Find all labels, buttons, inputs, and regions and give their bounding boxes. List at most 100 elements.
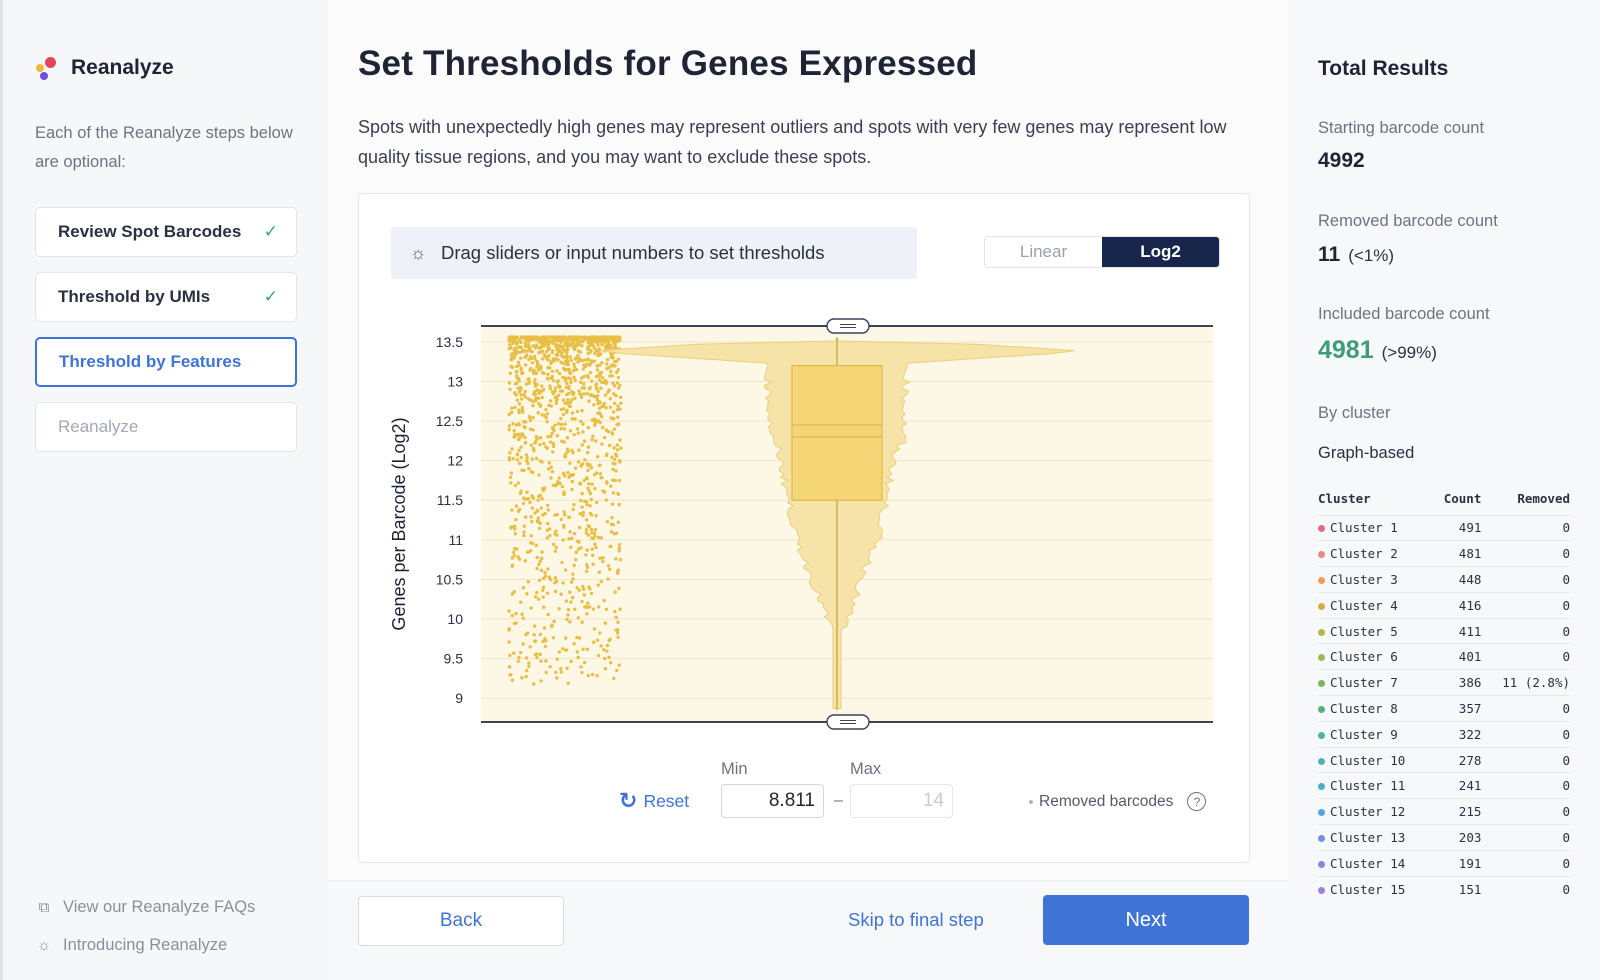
data-point — [618, 383, 622, 387]
cluster-name: Cluster 8 — [1330, 700, 1398, 716]
cluster-removed: 0 — [1481, 720, 1570, 748]
data-point — [596, 411, 600, 415]
data-point — [593, 351, 597, 355]
data-point — [523, 559, 528, 563]
step-threshold-by-features[interactable]: Threshold by Features — [35, 337, 297, 387]
removed-value: 11 — [1318, 243, 1341, 266]
data-point — [517, 410, 521, 415]
data-point — [617, 546, 621, 550]
data-point — [605, 358, 610, 362]
data-point — [598, 336, 602, 341]
data-point — [545, 376, 550, 381]
data-point — [535, 566, 539, 571]
step-review-spot-barcodes[interactable]: Review Spot Barcodes ✓ — [35, 207, 297, 257]
data-point — [531, 335, 535, 340]
data-point — [524, 656, 529, 660]
cluster-removed: 0 — [1481, 798, 1570, 825]
data-point — [511, 422, 515, 426]
min-input[interactable] — [721, 784, 824, 818]
data-point — [521, 642, 525, 646]
data-point — [603, 335, 608, 339]
data-point — [599, 414, 604, 419]
data-point — [509, 410, 514, 415]
step-threshold-by-umis[interactable]: Threshold by UMIs ✓ — [35, 272, 297, 322]
data-point — [507, 628, 511, 632]
data-point — [524, 497, 528, 501]
max-input[interactable] — [850, 784, 953, 818]
linear-toggle-button[interactable]: Linear — [985, 237, 1102, 267]
data-point — [523, 355, 527, 360]
data-point — [613, 590, 617, 594]
data-point — [552, 619, 556, 624]
data-point — [572, 503, 576, 507]
data-point — [555, 512, 559, 517]
data-point — [559, 416, 563, 421]
data-point — [524, 674, 528, 679]
y-tick-label: 10 — [447, 611, 463, 627]
data-point — [586, 351, 590, 356]
data-point — [582, 382, 586, 386]
data-point — [512, 527, 517, 531]
hint-banner: ☼ Drag sliders or input numbers to set t… — [391, 227, 917, 279]
cluster-color-dot — [1318, 680, 1325, 688]
help-icon[interactable]: ? — [1187, 792, 1207, 811]
cluster-count: 416 — [1432, 591, 1482, 619]
data-point — [526, 335, 530, 340]
data-point — [561, 581, 565, 585]
data-point — [595, 673, 599, 678]
table-row: Cluster 7 386 11 (2.8%) — [1318, 669, 1570, 696]
data-point — [524, 382, 529, 386]
data-point — [619, 395, 623, 400]
cluster-name: Cluster 3 — [1330, 571, 1398, 587]
data-point — [570, 411, 575, 415]
data-point — [510, 508, 514, 512]
cluster-name: Cluster 15 — [1330, 881, 1406, 897]
data-point — [610, 455, 614, 459]
data-point — [589, 335, 594, 339]
data-point — [618, 607, 622, 611]
reset-label: Reset — [643, 790, 690, 811]
back-button[interactable]: Back — [358, 896, 564, 946]
data-point — [533, 639, 537, 643]
data-point — [534, 371, 539, 376]
data-point — [606, 345, 611, 349]
faq-link[interactable]: ⧉ View our Reanalyze FAQs — [35, 888, 256, 926]
data-point — [594, 382, 599, 386]
data-point — [513, 391, 517, 396]
data-point — [545, 536, 549, 540]
data-point — [615, 571, 620, 575]
data-point — [507, 427, 511, 432]
data-point — [585, 548, 589, 552]
data-point — [541, 585, 546, 589]
data-point — [513, 337, 517, 342]
log2-toggle-button[interactable]: Log2 — [1102, 237, 1219, 267]
data-point — [593, 527, 598, 532]
data-point — [559, 517, 563, 522]
data-point — [591, 640, 596, 644]
cluster-name-cell: Cluster 6 — [1318, 643, 1433, 670]
data-point — [580, 344, 584, 348]
next-button[interactable]: Next — [1043, 895, 1249, 945]
cluster-name: Cluster 1 — [1330, 520, 1398, 536]
data-point — [595, 638, 600, 642]
data-point — [548, 399, 553, 403]
data-point — [561, 398, 566, 402]
cluster-name: Cluster 11 — [1330, 778, 1406, 794]
data-point — [533, 511, 537, 515]
reset-button[interactable]: ↻ Reset — [619, 788, 689, 814]
data-point — [562, 510, 566, 514]
data-point — [525, 631, 530, 635]
skip-button[interactable]: Skip to final step — [848, 909, 984, 930]
cluster-count: 241 — [1432, 772, 1482, 799]
data-point — [531, 428, 535, 432]
data-point — [616, 357, 621, 361]
data-point — [535, 555, 539, 560]
data-point — [551, 357, 555, 361]
data-point — [587, 399, 591, 403]
cluster-color-dot — [1318, 525, 1325, 533]
data-point — [519, 397, 524, 401]
introducing-link[interactable]: ☼ Introducing Reanalyze — [35, 926, 255, 964]
data-point — [549, 340, 553, 344]
cluster-count: 357 — [1432, 695, 1482, 722]
data-point — [552, 339, 556, 343]
